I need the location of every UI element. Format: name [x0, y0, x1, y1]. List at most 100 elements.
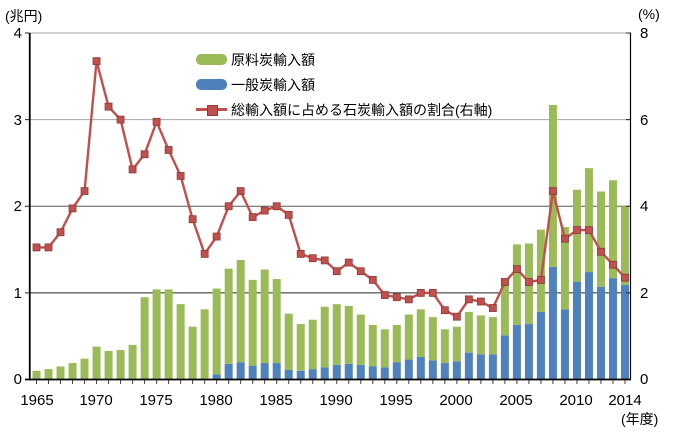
coking-coal-bar-1973: [128, 344, 137, 380]
steam-coal-bar-1998: [428, 360, 437, 380]
right-tick-8: 8: [640, 25, 649, 42]
share-marker-1989: [320, 256, 329, 265]
coking-coal-bar-1997: [416, 309, 425, 357]
steam-coal-bar-2007: [536, 311, 545, 380]
legend-label-steam-coal: 一般炭輸入額: [231, 76, 315, 93]
share-marker-2001: [464, 295, 473, 304]
xtick-1965: 1965: [20, 392, 54, 409]
steam-coal-swatch-icon: [196, 79, 227, 90]
coking-coal-bar-2004: [500, 278, 509, 336]
xtick-1995: 1995: [379, 392, 413, 409]
share-marker-2000: [452, 312, 461, 321]
coking-coal-bar-1986: [284, 313, 293, 370]
coking-coal-bar-1992: [356, 314, 365, 365]
coking-coal-bar-1968: [68, 363, 77, 380]
steam-coal-bar-2013: [608, 278, 617, 380]
share-marker-1970: [92, 57, 101, 66]
legend-label-share-line: 総輸入額に占める石炭輸入額の割合(右軸): [231, 101, 493, 118]
share-marker-1979: [200, 249, 209, 258]
steam-coal-bar-1989: [320, 367, 329, 380]
share-marker-1982: [236, 187, 245, 195]
share-marker-1984: [260, 206, 269, 215]
share-marker-2013: [609, 260, 617, 269]
coking-coal-bar-1967: [56, 366, 65, 380]
right-tick-0: 0: [640, 371, 649, 388]
xtick-1975: 1975: [139, 392, 173, 409]
share-marker-2002: [476, 297, 485, 306]
steam-coal-bar-1984: [260, 363, 269, 380]
coking-coal-bar-1980: [212, 288, 221, 375]
share-marker-1995: [392, 293, 401, 302]
legend-item-steam-coal: 一般炭輸入額: [196, 72, 492, 97]
share-marker-1992: [356, 267, 365, 276]
share-marker-1977: [176, 172, 185, 180]
share-marker-2005: [512, 265, 521, 273]
coking-coal-bar-1995: [392, 324, 401, 363]
steam-coal-bar-2011: [584, 272, 593, 380]
coking-coal-bar-1970: [92, 346, 101, 380]
coking-coal-bar-2000: [452, 326, 461, 362]
coking-coal-bar-1998: [428, 317, 437, 361]
share-marker-2008: [549, 187, 557, 195]
legend-item-coking-coal: 原料炭輸入額: [196, 47, 492, 72]
steam-coal-bar-1983: [248, 365, 257, 380]
share-marker-1975: [152, 117, 161, 126]
share-marker-1981: [224, 202, 233, 211]
steam-coal-bar-2009: [560, 309, 569, 380]
coking-coal-bar-1979: [200, 309, 209, 380]
share-marker-1997: [416, 288, 425, 297]
coking-coal-bar-1981: [224, 268, 233, 364]
steam-coal-bar-1988: [308, 369, 317, 380]
steam-coal-bar-1995: [392, 362, 401, 380]
chart-canvas: [25, 32, 632, 384]
steam-coal-bar-2005: [512, 324, 521, 380]
share-marker-1968: [68, 204, 77, 213]
share-marker-1986: [284, 211, 293, 219]
share-marker-1999: [440, 306, 449, 315]
steam-coal-bar-2012: [596, 286, 605, 380]
steam-coal-bar-2004: [500, 335, 509, 380]
coking-coal-bar-2014: [620, 206, 629, 286]
share-marker-1983: [248, 213, 257, 221]
coking-coal-bar-1972: [116, 350, 125, 380]
share-marker-2004: [500, 278, 509, 286]
coking-coal-bar-2005: [512, 244, 521, 325]
share-marker-1990: [332, 267, 341, 276]
right-axis-unit-label: (%): [638, 6, 660, 22]
xtick-1970: 1970: [79, 392, 113, 409]
right-tick-6: 6: [640, 112, 649, 129]
plot-area: [25, 32, 632, 384]
xtick-2000: 2000: [439, 392, 473, 409]
coking-coal-bar-1987: [296, 324, 305, 371]
coking-coal-bar-1989: [320, 306, 329, 368]
share-marker-2014: [621, 273, 629, 282]
steam-coal-bar-1990: [332, 364, 341, 380]
steam-coal-bar-1986: [284, 369, 293, 380]
steam-coal-bar-1991: [344, 363, 353, 380]
legend: 原料炭輸入額 一般炭輸入額 総輸入額に占める石炭輸入額の割合(右軸): [196, 47, 492, 122]
coking-coal-bar-1985: [272, 279, 281, 364]
coking-coal-bar-1978: [188, 326, 197, 380]
share-line-swatch-icon: [196, 105, 227, 116]
coking-coal-bar-1993: [368, 324, 377, 367]
share-marker-1988: [308, 254, 317, 263]
share-marker-2012: [597, 247, 605, 256]
legend-item-share-line: 総輸入額に占める石炭輸入額の割合(右軸): [196, 97, 492, 122]
coking-coal-bar-1975: [152, 289, 161, 380]
xtick-1980: 1980: [199, 392, 233, 409]
coking-coal-bar-1977: [176, 304, 185, 380]
coking-coal-bar-2010: [572, 189, 581, 282]
share-marker-1972: [116, 115, 125, 124]
steam-coal-bar-2010: [572, 281, 581, 380]
share-marker-1971: [104, 102, 113, 111]
coking-coal-bar-2012: [596, 191, 605, 287]
share-marker-2007: [537, 275, 545, 284]
right-tick-4: 4: [640, 198, 649, 215]
steam-coal-bar-1999: [440, 363, 449, 380]
share-marker-1966: [44, 243, 53, 252]
share-marker-1991: [344, 258, 353, 267]
coking-coal-bar-2009: [560, 227, 569, 310]
left-tick-3: 3: [13, 112, 22, 129]
steam-coal-bar-2006: [524, 324, 533, 380]
share-marker-1973: [128, 165, 137, 174]
